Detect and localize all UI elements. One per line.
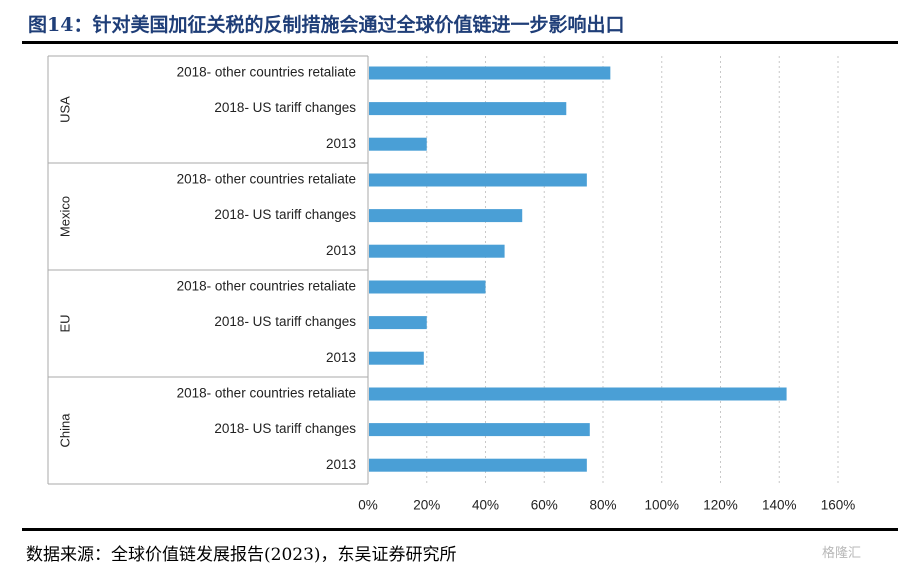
bar-mexico-1 (369, 209, 523, 223)
bar-mexico-2 (369, 244, 505, 258)
bar-usa-0 (369, 66, 611, 80)
watermark: 格隆汇 (822, 546, 862, 561)
bar-eu-0 (369, 280, 486, 294)
bar-label: 2018- other countries retaliate (177, 65, 356, 80)
x-tick-label: 60% (531, 498, 558, 513)
bar-china-1 (369, 423, 590, 437)
group-label-china: China (57, 413, 72, 448)
bar-usa-1 (369, 102, 567, 116)
bottom-rule (22, 528, 898, 531)
source-note: 数据来源：全球价值链发展报告(2023)，东吴证券研究所 (26, 545, 457, 565)
group-label-eu: EU (57, 314, 72, 332)
bar-label: 2018- US tariff changes (214, 314, 356, 329)
bar-label: 2018- US tariff changes (214, 421, 356, 436)
bar-label: 2018- other countries retaliate (177, 172, 356, 187)
figure-header: 图14：针对美国加征关税的反制措施会通过全球价值链进一步影响出口 (22, 2, 898, 42)
x-tick-label: 0% (358, 498, 378, 513)
top-rule (22, 41, 898, 44)
bar-label: 2018- US tariff changes (214, 207, 356, 222)
group-label-mexico: Mexico (57, 196, 72, 237)
x-tick-label: 120% (703, 498, 738, 513)
x-tick-label: 80% (589, 498, 616, 513)
bar-mexico-0 (369, 173, 587, 187)
x-tick-label: 140% (762, 498, 797, 513)
bar-china-0 (369, 387, 787, 401)
bar-label: 2013 (326, 243, 356, 258)
bar-label: 2018- other countries retaliate (177, 386, 356, 401)
bar-label: 2013 (326, 457, 356, 472)
bar-label: 2013 (326, 350, 356, 365)
figure-title: 图14：针对美国加征关税的反制措施会通过全球价值链进一步影响出口 (28, 14, 625, 36)
x-tick-label: 100% (644, 498, 679, 513)
bar-china-2 (369, 458, 587, 472)
bar-label: 2018- other countries retaliate (177, 279, 356, 294)
bar-usa-2 (369, 137, 427, 151)
x-tick-label: 160% (821, 498, 856, 513)
group-label-usa: USA (57, 96, 72, 123)
bar-label: 2018- US tariff changes (214, 100, 356, 115)
x-tick-label: 40% (472, 498, 499, 513)
bar-eu-1 (369, 316, 427, 330)
bar-label: 2013 (326, 136, 356, 151)
bar-eu-2 (369, 351, 424, 365)
x-tick-label: 20% (413, 498, 440, 513)
